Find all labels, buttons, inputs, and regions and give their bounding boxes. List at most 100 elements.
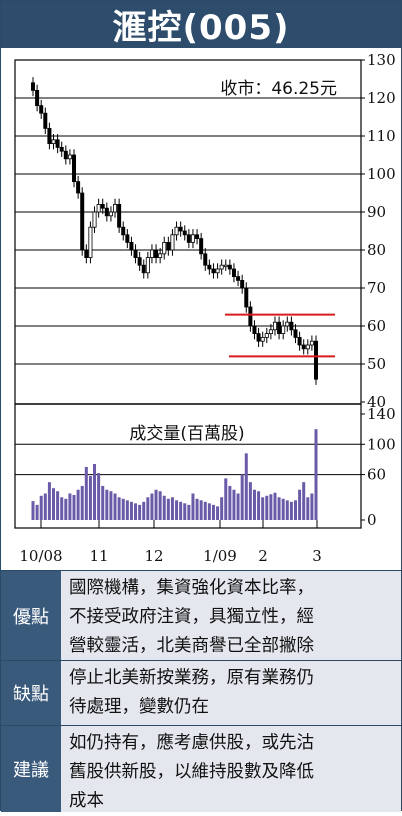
volume-bar xyxy=(236,493,240,520)
volume-bar xyxy=(154,489,158,520)
volume-bar xyxy=(56,491,60,520)
candle-body xyxy=(272,321,277,331)
volume-bar xyxy=(84,467,88,520)
advice-line: 如仍持有，應考慮供股，或先沽 xyxy=(69,733,314,753)
candle-body xyxy=(67,154,72,160)
candle-body xyxy=(154,249,159,258)
volume-bar xyxy=(150,493,154,520)
candle-body xyxy=(240,279,245,289)
candle-body xyxy=(186,234,191,243)
candle-body xyxy=(125,234,130,243)
volume-bar xyxy=(273,492,277,520)
pros-line: 國際機構，集資強化資本比率， xyxy=(69,578,314,598)
volume-bar xyxy=(31,501,35,520)
volume-bar xyxy=(162,495,166,520)
volume-bar xyxy=(47,482,51,520)
candle-body xyxy=(182,230,187,236)
volume-bar xyxy=(252,489,256,520)
candle-body xyxy=(72,154,77,183)
volume-bar xyxy=(60,497,64,520)
row-cons: 缺點 停止北美新按業務，原有業務仍 待處理，變數仍在 xyxy=(1,660,401,725)
candle-body xyxy=(39,105,44,114)
volume-bar xyxy=(117,497,121,520)
x-tick-label: 12 xyxy=(144,547,163,565)
candle-body xyxy=(141,264,146,274)
volume-bar xyxy=(72,495,76,520)
candle-body xyxy=(113,203,118,213)
candle-body xyxy=(51,139,56,145)
candle-body xyxy=(305,344,310,350)
candle-body xyxy=(207,264,212,270)
volume-bar xyxy=(265,495,269,520)
volume-bar xyxy=(146,497,150,520)
volume-bar xyxy=(101,485,105,520)
candle-body xyxy=(158,253,163,259)
pros-line: 營較靈活，北美商譽已全部撇除 xyxy=(69,636,314,656)
price-tick-label: 80 xyxy=(367,241,386,259)
volume-bar xyxy=(109,491,113,520)
volume-bar xyxy=(211,504,215,520)
plot-frame xyxy=(14,59,362,529)
info-table: 優點 國際機構，集資強化資本比率， 不接受政府注資，具獨立性，經 營較靈活，北美… xyxy=(1,570,401,812)
chart-area: 130 120 110 100 90 80 70 60 50 40 140 100 60 0 10/08 1… xyxy=(1,48,401,570)
volume-bar xyxy=(302,482,306,520)
volume-bar xyxy=(97,473,101,520)
row-pros: 優點 國際機構，集資強化資本比率， 不接受政府注資，具獨立性，經 營較靈活，北美… xyxy=(1,570,401,660)
volume-bar xyxy=(281,498,285,520)
x-tick-label: 3 xyxy=(312,547,322,565)
candle-body xyxy=(108,211,113,217)
candle-body xyxy=(252,325,257,334)
volume-tick-label: 0 xyxy=(367,511,377,529)
price-tick-label: 40 xyxy=(367,393,386,411)
candle-body xyxy=(166,241,171,251)
candle-body xyxy=(129,241,134,251)
volume-bar xyxy=(35,504,39,520)
volume-bar xyxy=(207,503,211,520)
price-tick-label: 130 xyxy=(367,51,396,69)
candle-body xyxy=(215,268,220,274)
volume-bar xyxy=(88,476,92,520)
volume-bar xyxy=(93,463,97,520)
volume-bar xyxy=(187,504,191,520)
volume-bar xyxy=(220,497,224,520)
volume-bar xyxy=(113,493,117,520)
advice-line: 成本 xyxy=(69,791,104,811)
x-tick-label: 10/08 xyxy=(19,547,62,565)
candle-body xyxy=(121,226,126,236)
volume-bar xyxy=(80,485,84,520)
candle-body xyxy=(297,336,302,346)
candle-body xyxy=(88,226,93,258)
volume-bar xyxy=(39,495,43,520)
volume-bar xyxy=(68,493,72,520)
stock-title: 滙控(005) xyxy=(112,8,290,48)
candle-body xyxy=(289,321,294,331)
volume-bar xyxy=(166,498,170,520)
pros-line: 不接受政府注資，具獨立性，經 xyxy=(69,607,314,627)
candle-body xyxy=(248,306,253,327)
pros-label: 優點 xyxy=(1,571,61,660)
price-tick-label: 120 xyxy=(367,89,396,107)
cons-text: 停止北美新按業務，原有業務仍 待處理，變數仍在 xyxy=(61,661,401,725)
volume-bar xyxy=(129,501,133,520)
candle-body xyxy=(84,249,89,258)
candle-body xyxy=(281,325,286,334)
candle-body xyxy=(203,253,208,266)
volume-bar xyxy=(289,501,293,520)
price-tick-label: 60 xyxy=(367,317,386,335)
volume-bar xyxy=(175,500,179,520)
candle-body xyxy=(35,90,40,107)
price-tick-label: 90 xyxy=(367,203,386,221)
candle-body xyxy=(145,257,150,274)
close-price-label: 收市：46.25元 xyxy=(220,79,337,99)
volume-bar xyxy=(293,500,297,520)
candle-body xyxy=(117,203,122,228)
candle-body xyxy=(223,264,228,268)
price-tick-label: 110 xyxy=(367,127,396,145)
volume-bar xyxy=(142,501,146,520)
advice-text: 如仍持有，應考慮供股，或先沽 舊股供新股，以維持股數及降低 成本 xyxy=(61,726,401,812)
candle-body xyxy=(211,268,216,274)
volume-bar xyxy=(179,501,183,520)
x-tick-label: 11 xyxy=(89,547,108,565)
x-tick-label: 1/09 xyxy=(203,547,237,565)
